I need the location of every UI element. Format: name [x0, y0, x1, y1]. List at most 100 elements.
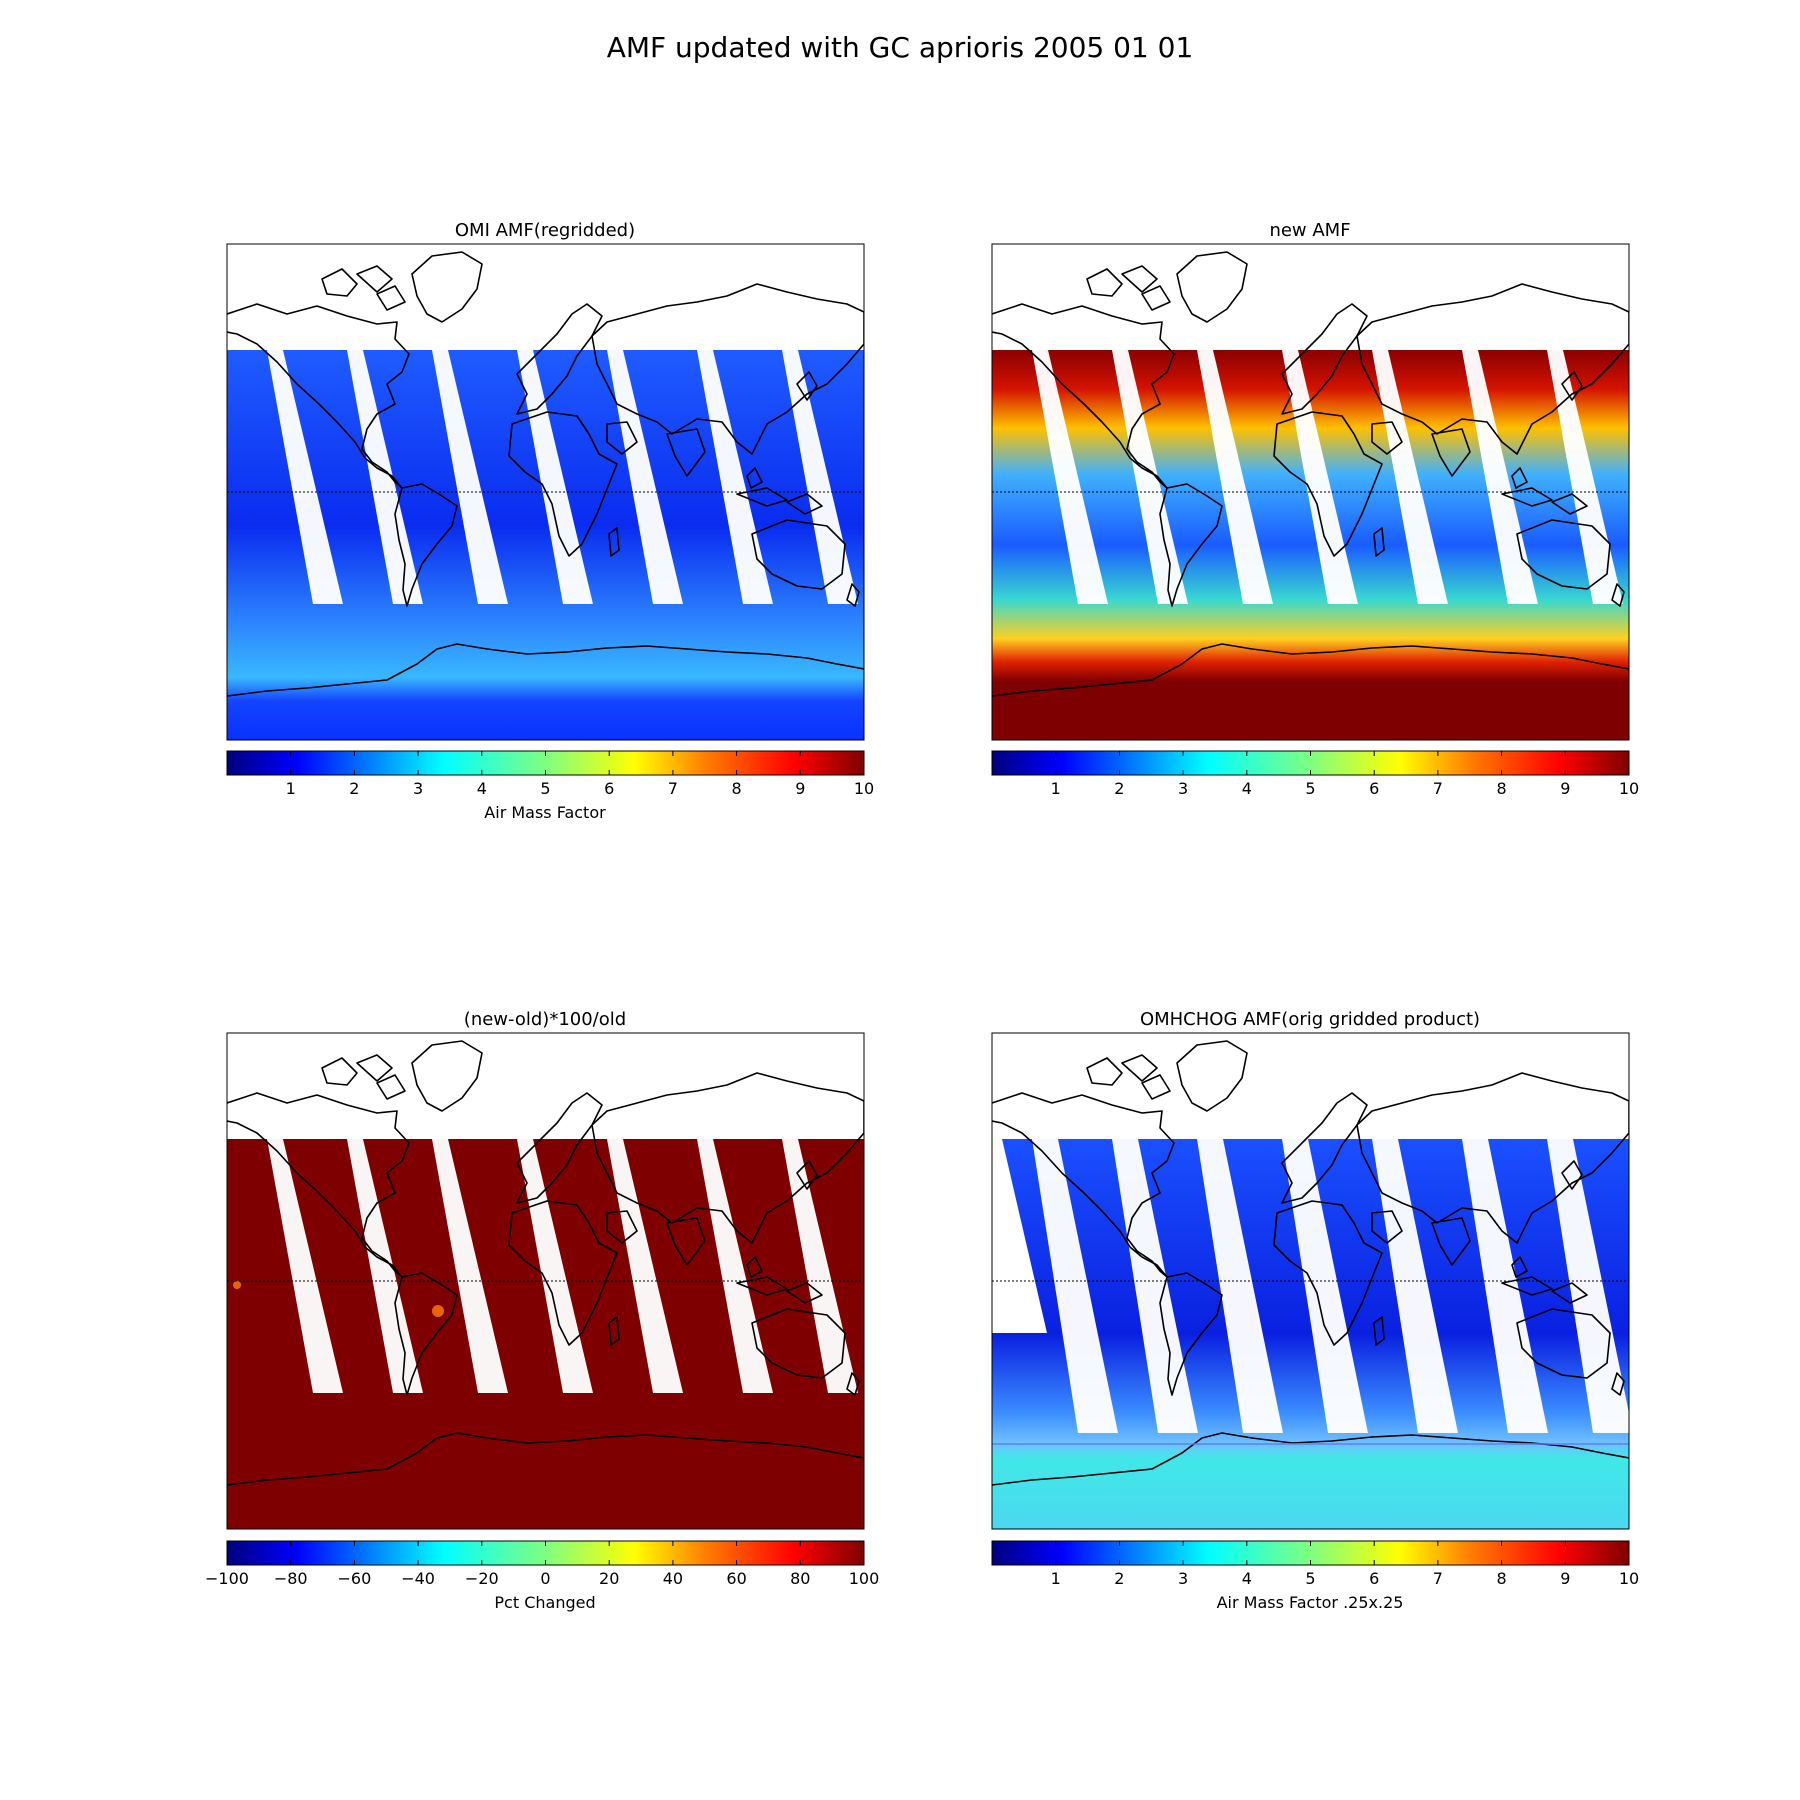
coastline: [227, 1432, 864, 1486]
swath-gap: [517, 1139, 593, 1393]
swath-gaps: [992, 1139, 1629, 1433]
coastline: [394, 483, 458, 607]
swath-gap: [1112, 350, 1188, 604]
coastline: [608, 527, 620, 557]
swath-gap: [1032, 350, 1108, 604]
coastline: [606, 1210, 638, 1244]
coastlines: [992, 251, 1629, 697]
colorbar-tick-label: −80: [274, 1569, 308, 1588]
coastline: [1159, 1272, 1223, 1396]
map-area: [992, 251, 1629, 740]
coastline: [1141, 285, 1171, 311]
coastline: [376, 1074, 406, 1100]
coastline: [992, 1092, 1175, 1278]
coastline: [321, 268, 358, 297]
colorbar: Air Mass Factor .25x.25 1 2 3 4 5 6 7 8 9 10: [991, 1540, 1639, 1612]
colorbar-tick-label: 10: [1619, 779, 1639, 798]
coastline: [1356, 283, 1629, 455]
coastline: [1281, 303, 1368, 415]
coastline: [516, 1092, 603, 1204]
colorbar-tick-label: 2: [349, 779, 359, 798]
coastline: [411, 1040, 483, 1112]
map-frame: [991, 1032, 1630, 1530]
map-area: [227, 251, 864, 740]
colorbar-tick-label: 9: [795, 779, 805, 798]
swath-gap: [1547, 1139, 1629, 1433]
coastline: [1086, 1057, 1123, 1086]
coastline: [992, 643, 1629, 697]
coastline: [736, 487, 788, 507]
coastline: [1176, 1040, 1248, 1112]
coastline: [516, 303, 603, 415]
coastlines: [227, 251, 864, 697]
map-frame: [226, 243, 865, 741]
coastline: [1431, 1217, 1471, 1266]
panel-omi-amf: OMI AMF(regridded) Air Mass Factor 1 2 3 4 5…: [226, 220, 874, 822]
colorbar: Pct Changed −100 −80 −60 −40 −20 0 20 40 60 80 100: [205, 1540, 879, 1612]
coastline: [591, 1072, 864, 1244]
map-area: [227, 1040, 864, 1529]
coastline: [1516, 519, 1611, 590]
colorbar-tick-label: −100: [205, 1569, 249, 1588]
colorbar-label: Air Mass Factor .25x.25: [1217, 1593, 1404, 1612]
coastline: [846, 583, 860, 607]
colorbar-tick-label: 8: [1497, 1569, 1507, 1588]
colorbar-tick-label: 10: [854, 779, 874, 798]
swath-gap: [267, 350, 343, 604]
swath-gap: [432, 1139, 508, 1393]
panel-omhchog-amf: OMHCHOG AMF(orig gridded product) Air Ma…: [991, 1009, 1639, 1612]
swath-gap: [1282, 350, 1358, 604]
coastline: [411, 251, 483, 323]
swath-gap: [607, 1139, 683, 1393]
swath-gaps: [267, 1139, 858, 1393]
colorbar-tick-label: 6: [604, 779, 614, 798]
coastline: [1551, 493, 1588, 515]
colorbar-tick-label: 6: [1369, 1569, 1379, 1588]
coastline: [666, 428, 706, 477]
coastline: [608, 1316, 620, 1346]
coastline: [1511, 467, 1528, 489]
colorbar-tick-label: 9: [1560, 1569, 1570, 1588]
swath-gap: [1112, 1139, 1198, 1433]
coastline: [1561, 1160, 1583, 1190]
coastline: [1141, 1074, 1171, 1100]
colorbar-tick-label: 80: [790, 1569, 810, 1588]
coastline: [751, 1308, 846, 1379]
swath-gaps: [1032, 350, 1623, 604]
colorbar-tick-label: 40: [663, 1569, 683, 1588]
colorbar-tick-label: −40: [401, 1569, 435, 1588]
colorbar-tick-label: −60: [338, 1569, 372, 1588]
swath-gap: [1547, 350, 1623, 604]
swath-gap: [1462, 1139, 1548, 1433]
coastline: [1176, 251, 1248, 323]
panel-new-amf: new AMF 1 2 3 4 5 6 7 8 9 10: [991, 220, 1639, 798]
colorbar-tick-label: 10: [1619, 1569, 1639, 1588]
colorbar-tick-label: 4: [1242, 779, 1252, 798]
coastline: [508, 411, 618, 557]
colorbar-tick-label: 1: [1051, 779, 1061, 798]
colorbar-tick-label: 5: [1305, 1569, 1315, 1588]
coastline: [1371, 421, 1403, 455]
coastline: [1121, 265, 1158, 293]
hotspot: [432, 1305, 444, 1317]
coastline: [746, 467, 763, 489]
coastline: [1121, 1054, 1158, 1082]
coastline: [606, 421, 638, 455]
coastline: [1371, 1210, 1403, 1244]
panel-title: OMI AMF(regridded): [455, 220, 635, 241]
swath-gap: [607, 350, 683, 604]
colorbar-tick-label: 7: [1433, 779, 1443, 798]
colorbar-tick-label: 8: [1497, 779, 1507, 798]
coastline: [1561, 371, 1583, 401]
coastline: [1501, 487, 1553, 507]
coastline: [796, 371, 818, 401]
swath-gap: [1197, 1139, 1283, 1433]
swath-gap: [782, 350, 858, 604]
panel-title: OMHCHOG AMF(orig gridded product): [1140, 1009, 1480, 1030]
swath-gap: [347, 1139, 423, 1393]
coastline: [1611, 583, 1625, 607]
swath-gap: [1032, 1139, 1118, 1433]
colorbar-label: Air Mass Factor: [484, 803, 606, 822]
map-area: [992, 1040, 1629, 1529]
